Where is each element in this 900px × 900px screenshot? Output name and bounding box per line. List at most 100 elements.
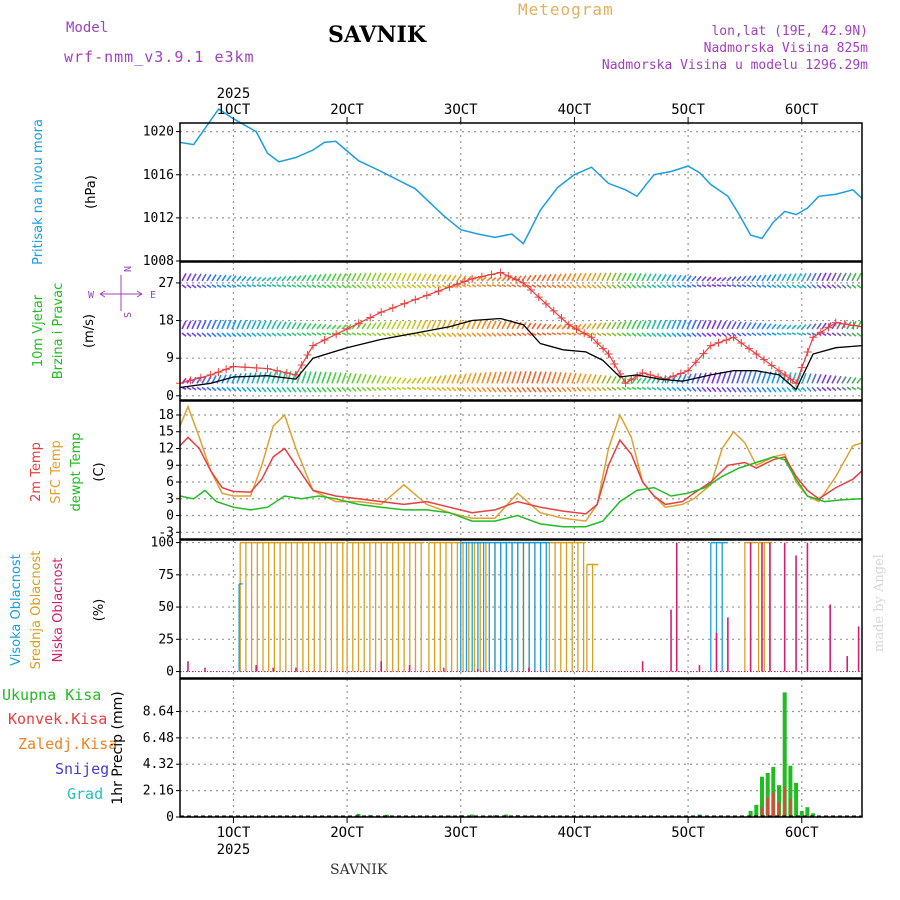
precip-units: 1hr Precip (mm): [110, 691, 126, 804]
wind-gust-marker: [186, 376, 195, 385]
wind-gust-marker: [587, 333, 596, 342]
wind-gust-marker: [849, 321, 858, 330]
wind-gust-marker: [196, 373, 205, 382]
pressure-ylabel: Pritisak na nivou mora: [31, 119, 46, 265]
cloud-mid-ylabel: Srednja Oblacnost: [29, 551, 44, 670]
wind-gust-marker: [411, 295, 420, 304]
wind-gust-marker: [519, 278, 528, 287]
footer-location: SAVNIK: [330, 862, 388, 878]
time-label-bottom: 4OCT: [558, 825, 592, 841]
compass-n: N: [121, 266, 132, 272]
ytick-label-wind: 18: [158, 314, 174, 329]
year-label-bottom: 2025: [217, 842, 251, 858]
wind-gust-marker: [434, 287, 443, 296]
precip-legend-3: Snijeg: [55, 760, 109, 778]
ytick-label-wind: 9: [166, 351, 174, 366]
wind-gust-marker: [684, 366, 693, 375]
wind-gust-marker: [722, 335, 731, 344]
precip-total-bar: [754, 804, 759, 817]
pressure-units: (hPa): [84, 175, 99, 209]
wind-gust-marker: [676, 369, 685, 378]
ytick-label-temperature: 9: [166, 458, 174, 473]
panel-wind: 0 9 18 27 W E N S: [88, 262, 863, 404]
wind-gust-marker: [767, 361, 776, 370]
wind-gust-marker: [366, 313, 375, 322]
wind-gust-marker: [580, 329, 589, 338]
precip-conv-bar: [760, 807, 764, 817]
cloud-units: (%): [92, 599, 107, 622]
wind-gust-marker: [669, 372, 678, 381]
wind-gust-marker: [621, 379, 630, 388]
panel-precip: 0 2.16 4.32 6.48 8.64: [143, 679, 862, 825]
time-label-top: 5OCT: [671, 102, 705, 118]
ytick-label-pressure: 1008: [143, 254, 174, 269]
wind-gust-marker: [633, 372, 642, 381]
pressure-line: [179, 107, 863, 245]
temp-dewpt-line: [179, 456, 863, 528]
wind-gust-marker: [803, 347, 812, 356]
ytick-label-pressure: 1016: [143, 168, 174, 183]
ytick-label-precip: 2.16: [143, 784, 174, 799]
wind-gust-marker: [542, 299, 551, 308]
precip-total-bar: [811, 813, 816, 817]
wind-gust-marker: [320, 335, 329, 344]
wind-gust-marker: [504, 272, 513, 281]
precip-total-bar: [504, 814, 509, 817]
precip-total-bar: [492, 815, 497, 817]
elevation-label: Nadmorska Visina 825m: [703, 41, 868, 56]
precip-total-bar: [356, 813, 361, 817]
precip-total-bar: [794, 782, 799, 817]
precip-legend-4: Grad: [67, 785, 103, 803]
wind-gust-marker: [840, 320, 849, 329]
ytick-label-temperature: 0: [166, 509, 174, 524]
precip-conv-bar: [772, 792, 775, 817]
panel-pressure: 1008 1012 1016 1020: [143, 107, 863, 269]
wind-gust-marker: [214, 368, 223, 377]
time-label-bottom: 3OCT: [444, 825, 478, 841]
wind-gust-marker: [252, 363, 261, 372]
wind-gust-marker: [422, 291, 431, 300]
compass-w: W: [88, 290, 95, 301]
wind-gust-marker: [737, 338, 746, 347]
wind-gust-marker: [303, 351, 312, 360]
wind-gust-marker: [400, 299, 409, 308]
precip-conv-bar: [777, 802, 781, 817]
wind-gust-marker: [487, 270, 496, 279]
time-label-top: 6OCT: [785, 102, 819, 118]
time-label-bottom: 6OCT: [785, 825, 819, 841]
coords-label: lon,lat (19E, 42.9N): [711, 24, 868, 39]
ytick-label-temperature: -3: [158, 525, 174, 540]
wind-gust-marker: [780, 370, 789, 379]
time-label-top: 3OCT: [444, 102, 478, 118]
wind-gust-marker: [699, 349, 708, 358]
wind-gust-marker: [241, 363, 250, 372]
ytick-label-pressure: 1020: [143, 125, 174, 140]
meteogram-title: Meteogram: [518, 0, 614, 19]
wind-gust-marker: [496, 268, 505, 277]
wind-gust-marker: [511, 275, 520, 284]
ytick-label-wind: 27: [158, 276, 174, 291]
wind-gust-marker: [534, 293, 543, 302]
ytick-label-precip: 0: [166, 810, 174, 825]
wind-gust-marker: [332, 330, 341, 339]
wind-gust-marker: [527, 286, 536, 295]
wind-gust-marker: [706, 341, 715, 350]
ytick-label-temperature: 3: [166, 492, 174, 507]
time-label-bottom: 2OCT: [330, 825, 364, 841]
precip-total-bar: [470, 814, 475, 817]
ytick-label-temperature: 12: [158, 441, 174, 456]
year-label-top: 2025: [217, 86, 251, 102]
time-label-bottom: 5OCT: [671, 825, 705, 841]
wind-gust-marker: [557, 314, 566, 323]
wind-gust-marker: [797, 363, 806, 372]
wind-gust-marker: [729, 333, 738, 342]
wind-gust-marker: [593, 338, 602, 347]
time-label-top: 2OCT: [330, 102, 364, 118]
wind-gust-marker: [564, 320, 573, 329]
precip-total-bar: [771, 766, 776, 817]
temp-sfc-line: [179, 404, 863, 522]
precip-total-bar: [799, 810, 804, 817]
precip-conv-bar: [766, 797, 769, 817]
